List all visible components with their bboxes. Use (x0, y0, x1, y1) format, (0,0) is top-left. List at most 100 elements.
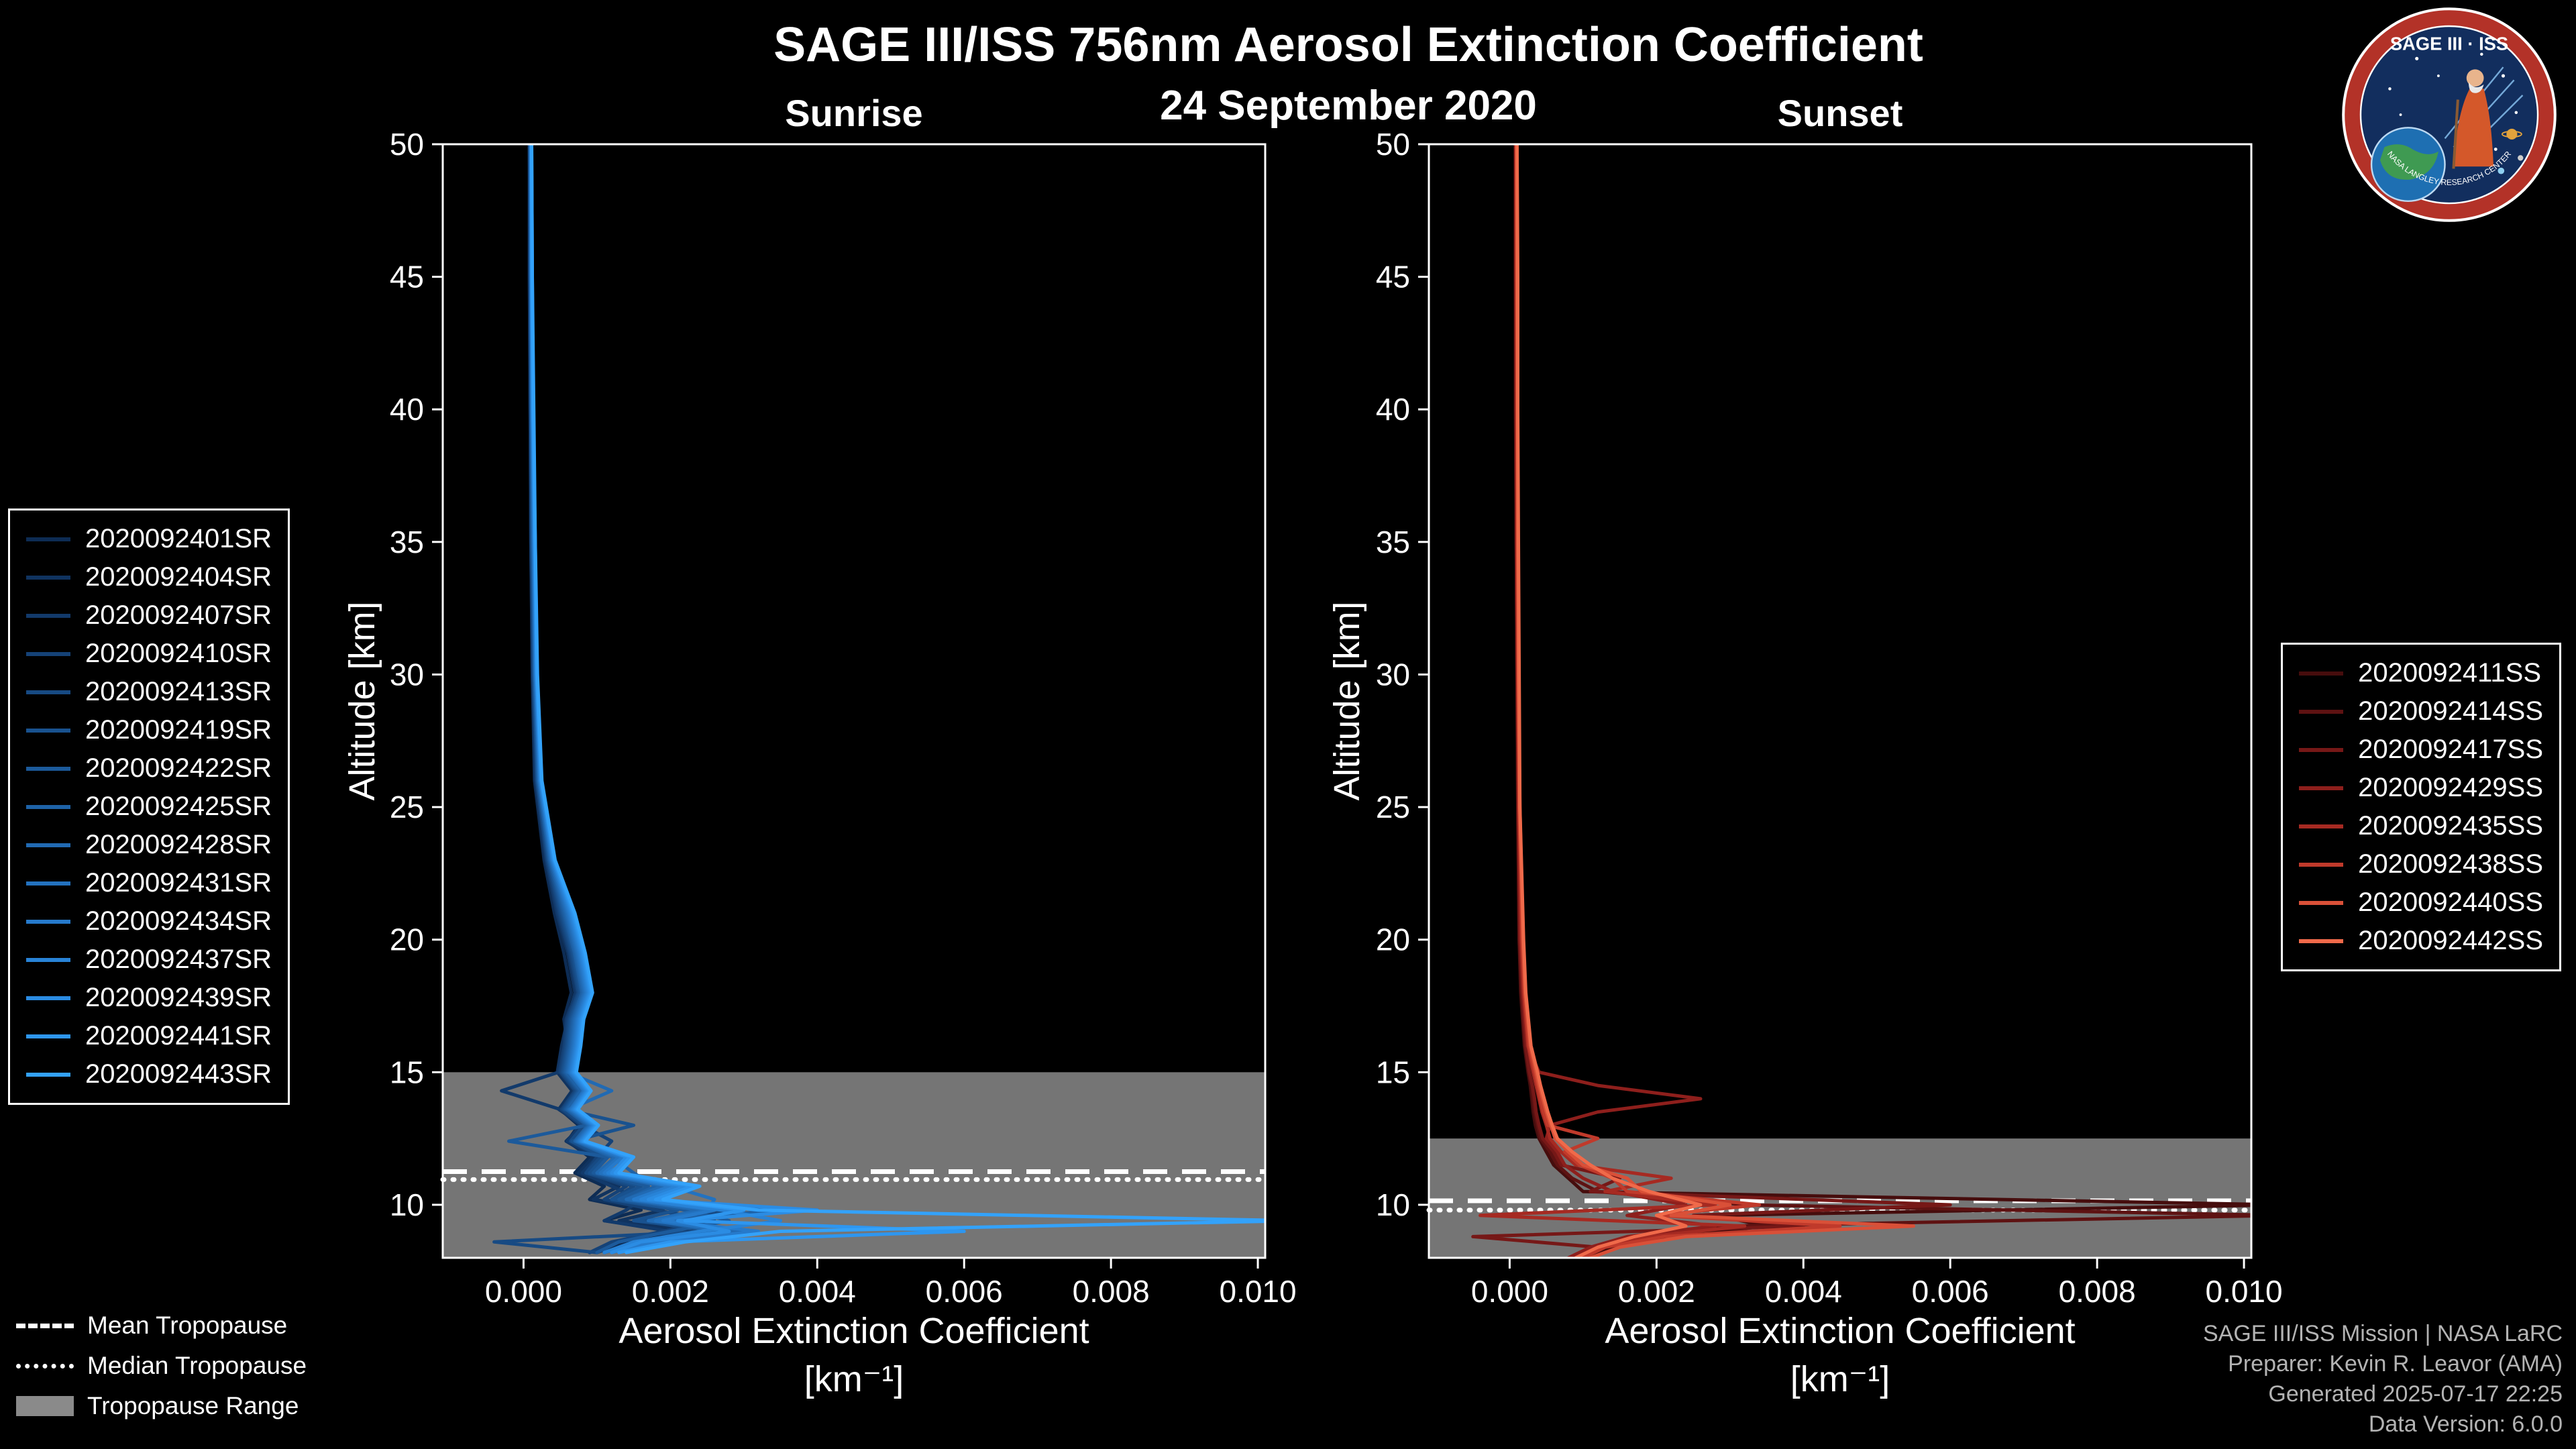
legend-line-swatch (26, 651, 70, 656)
x-axis-label-text: Aerosol Extinction Coefficient (619, 1311, 1089, 1351)
legend-label: 2020092429SS (2358, 773, 2543, 802)
figure-date: 24 September 2020 (1160, 83, 1537, 129)
y-tick-label: 40 (1376, 392, 1410, 427)
y-tick-label: 10 (1376, 1187, 1410, 1222)
legend-item: 2020092429SS (2299, 769, 2543, 807)
legend-line-swatch (26, 1072, 70, 1077)
tropopause-range-legend-item: Tropopause Range (16, 1390, 307, 1422)
legend-item: 2020092441SR (26, 1017, 272, 1055)
x-tick-label: 0.002 (1618, 1274, 1695, 1309)
legend-label: 2020092442SS (2358, 926, 2543, 955)
legend-line-swatch (2299, 900, 2344, 905)
sage-iss-logo: SAGE III · ISS NASA LANGLEY RESEARCH CEN… (2342, 7, 2557, 222)
legend-label: 2020092410SR (85, 639, 272, 668)
legend-item: 2020092422SR (26, 749, 272, 788)
y-tick-label: 20 (390, 922, 424, 957)
legend-item: 2020092434SR (26, 902, 272, 941)
profile-line-2020092429SS (1513, 144, 1717, 1258)
panel-sunrise: 0.000 0.002 0.004 0.006 0.008 0.010 10 15 20 25 30… (390, 127, 1297, 1309)
mean-tropopause-legend-item: Mean Tropopause (16, 1309, 307, 1342)
legend-label: 2020092422SR (85, 753, 272, 783)
mean-tropopause-label: Mean Tropopause (87, 1311, 288, 1339)
legend-item: 2020092404SR (26, 558, 272, 596)
logo-outer-rim (2342, 7, 2557, 222)
legend-line-swatch (26, 843, 70, 847)
legend-line-swatch (2299, 824, 2344, 828)
y-tick-label: 25 (390, 790, 424, 824)
legend-label: 2020092428SR (85, 830, 272, 859)
y-tick-label: 20 (1376, 922, 1410, 957)
legend-item: 2020092411SS (2299, 654, 2543, 692)
legend-label: 2020092435SS (2358, 811, 2543, 841)
legend-label: 2020092413SR (85, 677, 272, 706)
legend-line-swatch (26, 728, 70, 733)
x-axis-label-sunrise: Aerosol Extinction Coefficient [km⁻¹] (619, 1307, 1089, 1403)
x-tick-label: 0.008 (2059, 1274, 2136, 1309)
x-axis-unit: [km⁻¹] (1790, 1359, 1890, 1399)
legend-line-swatch (2299, 786, 2344, 790)
x-tick-label: 0.004 (1765, 1274, 1842, 1309)
x-tick-label: 0.006 (926, 1274, 1003, 1309)
legend-item: 2020092439SR (26, 979, 272, 1017)
legend-item: 2020092401SR (26, 520, 272, 558)
legend-item: 2020092419SR (26, 711, 272, 749)
dotted-line-swatch (16, 1363, 74, 1368)
legend-line-swatch (2299, 747, 2344, 752)
legend-item: 2020092431SR (26, 864, 272, 902)
legend-line-swatch (2299, 862, 2344, 867)
legend-line-swatch (2299, 671, 2344, 676)
legend-item: 2020092410SR (26, 635, 272, 673)
legend-item: 2020092425SR (26, 788, 272, 826)
y-tick-label: 35 (1376, 525, 1410, 559)
credit-preparer: Preparer: Kevin R. Leavor (AMA) (2228, 1351, 2563, 1377)
credits-block: SAGE III/ISS Mission | NASA LaRC Prepare… (2203, 1319, 2563, 1440)
legend-label: 2020092431SR (85, 868, 272, 898)
legend-label: 2020092439SR (85, 983, 272, 1012)
legend-label: 2020092441SR (85, 1021, 272, 1051)
credit-mission: SAGE III/ISS Mission | NASA LaRC (2202, 1321, 2563, 1346)
x-axis-label-sunset: Aerosol Extinction Coefficient [km⁻¹] (1605, 1307, 2075, 1403)
logo-title: SAGE III · ISS (2390, 33, 2508, 54)
median-tropopause-legend-item: Median Tropopause (16, 1350, 307, 1382)
x-axis-unit: [km⁻¹] (804, 1359, 904, 1399)
legend-label: 2020092440SS (2358, 888, 2543, 917)
sunrise-legend: 2020092401SR 2020092404SR 2020092407SR 2020… (8, 508, 290, 1105)
legend-item: 2020092438SS (2299, 845, 2543, 883)
sunset-panel-title: Sunset (1777, 92, 1903, 134)
legend-item: 2020092428SR (26, 826, 272, 864)
x-tick-label: 0.000 (485, 1274, 562, 1309)
x-tick-label: 0.010 (2205, 1274, 2282, 1309)
y-tick-label: 10 (390, 1187, 424, 1222)
x-tick-label: 0.000 (1471, 1274, 1548, 1309)
y-tick-label: 30 (1376, 657, 1410, 692)
logo-sage-figure (2452, 69, 2494, 169)
legend-line-swatch (2299, 709, 2344, 714)
y-tick-label: 30 (390, 657, 424, 692)
legend-item: 2020092442SS (2299, 922, 2543, 960)
panel-sunset: 0.000 0.002 0.004 0.006 0.008 0.010 10 15 20 25 30… (1376, 127, 2283, 1309)
y-axis-label-sunset: Altitude [km] (1327, 601, 1367, 801)
tropopause-range-label: Tropopause Range (87, 1392, 299, 1419)
x-tick-label: 0.006 (1912, 1274, 1989, 1309)
legend-line-swatch (26, 575, 70, 580)
x-tick-label: 0.004 (779, 1274, 856, 1309)
x-tick-label: 0.008 (1073, 1274, 1150, 1309)
axes-frame (1428, 143, 2253, 1259)
logo-earth (2370, 127, 2446, 203)
legend-item: 2020092437SR (26, 941, 272, 979)
profile-line-2020092443SR (530, 144, 1265, 1254)
sunset-legend: 2020092411SS 2020092414SS 2020092417SS 2020… (2281, 643, 2561, 971)
legend-line-swatch (26, 766, 70, 771)
median-tropopause-label: Median Tropopause (87, 1352, 307, 1379)
legend-line-swatch (26, 881, 70, 885)
legend-item: 2020092435SS (2299, 807, 2543, 845)
credit-generated: Generated 2025-07-17 22:25 (2268, 1381, 2563, 1407)
y-tick-label: 15 (1376, 1055, 1410, 1089)
y-tick-label: 45 (390, 260, 424, 294)
y-axis-label-sunrise: Altitude [km] (342, 601, 382, 801)
legend-line-swatch (26, 537, 70, 541)
legend-line-swatch (2299, 938, 2344, 943)
legend-item: 2020092413SR (26, 673, 272, 711)
legend-item: 2020092414SS (2299, 692, 2543, 731)
legend-line-swatch (26, 957, 70, 962)
